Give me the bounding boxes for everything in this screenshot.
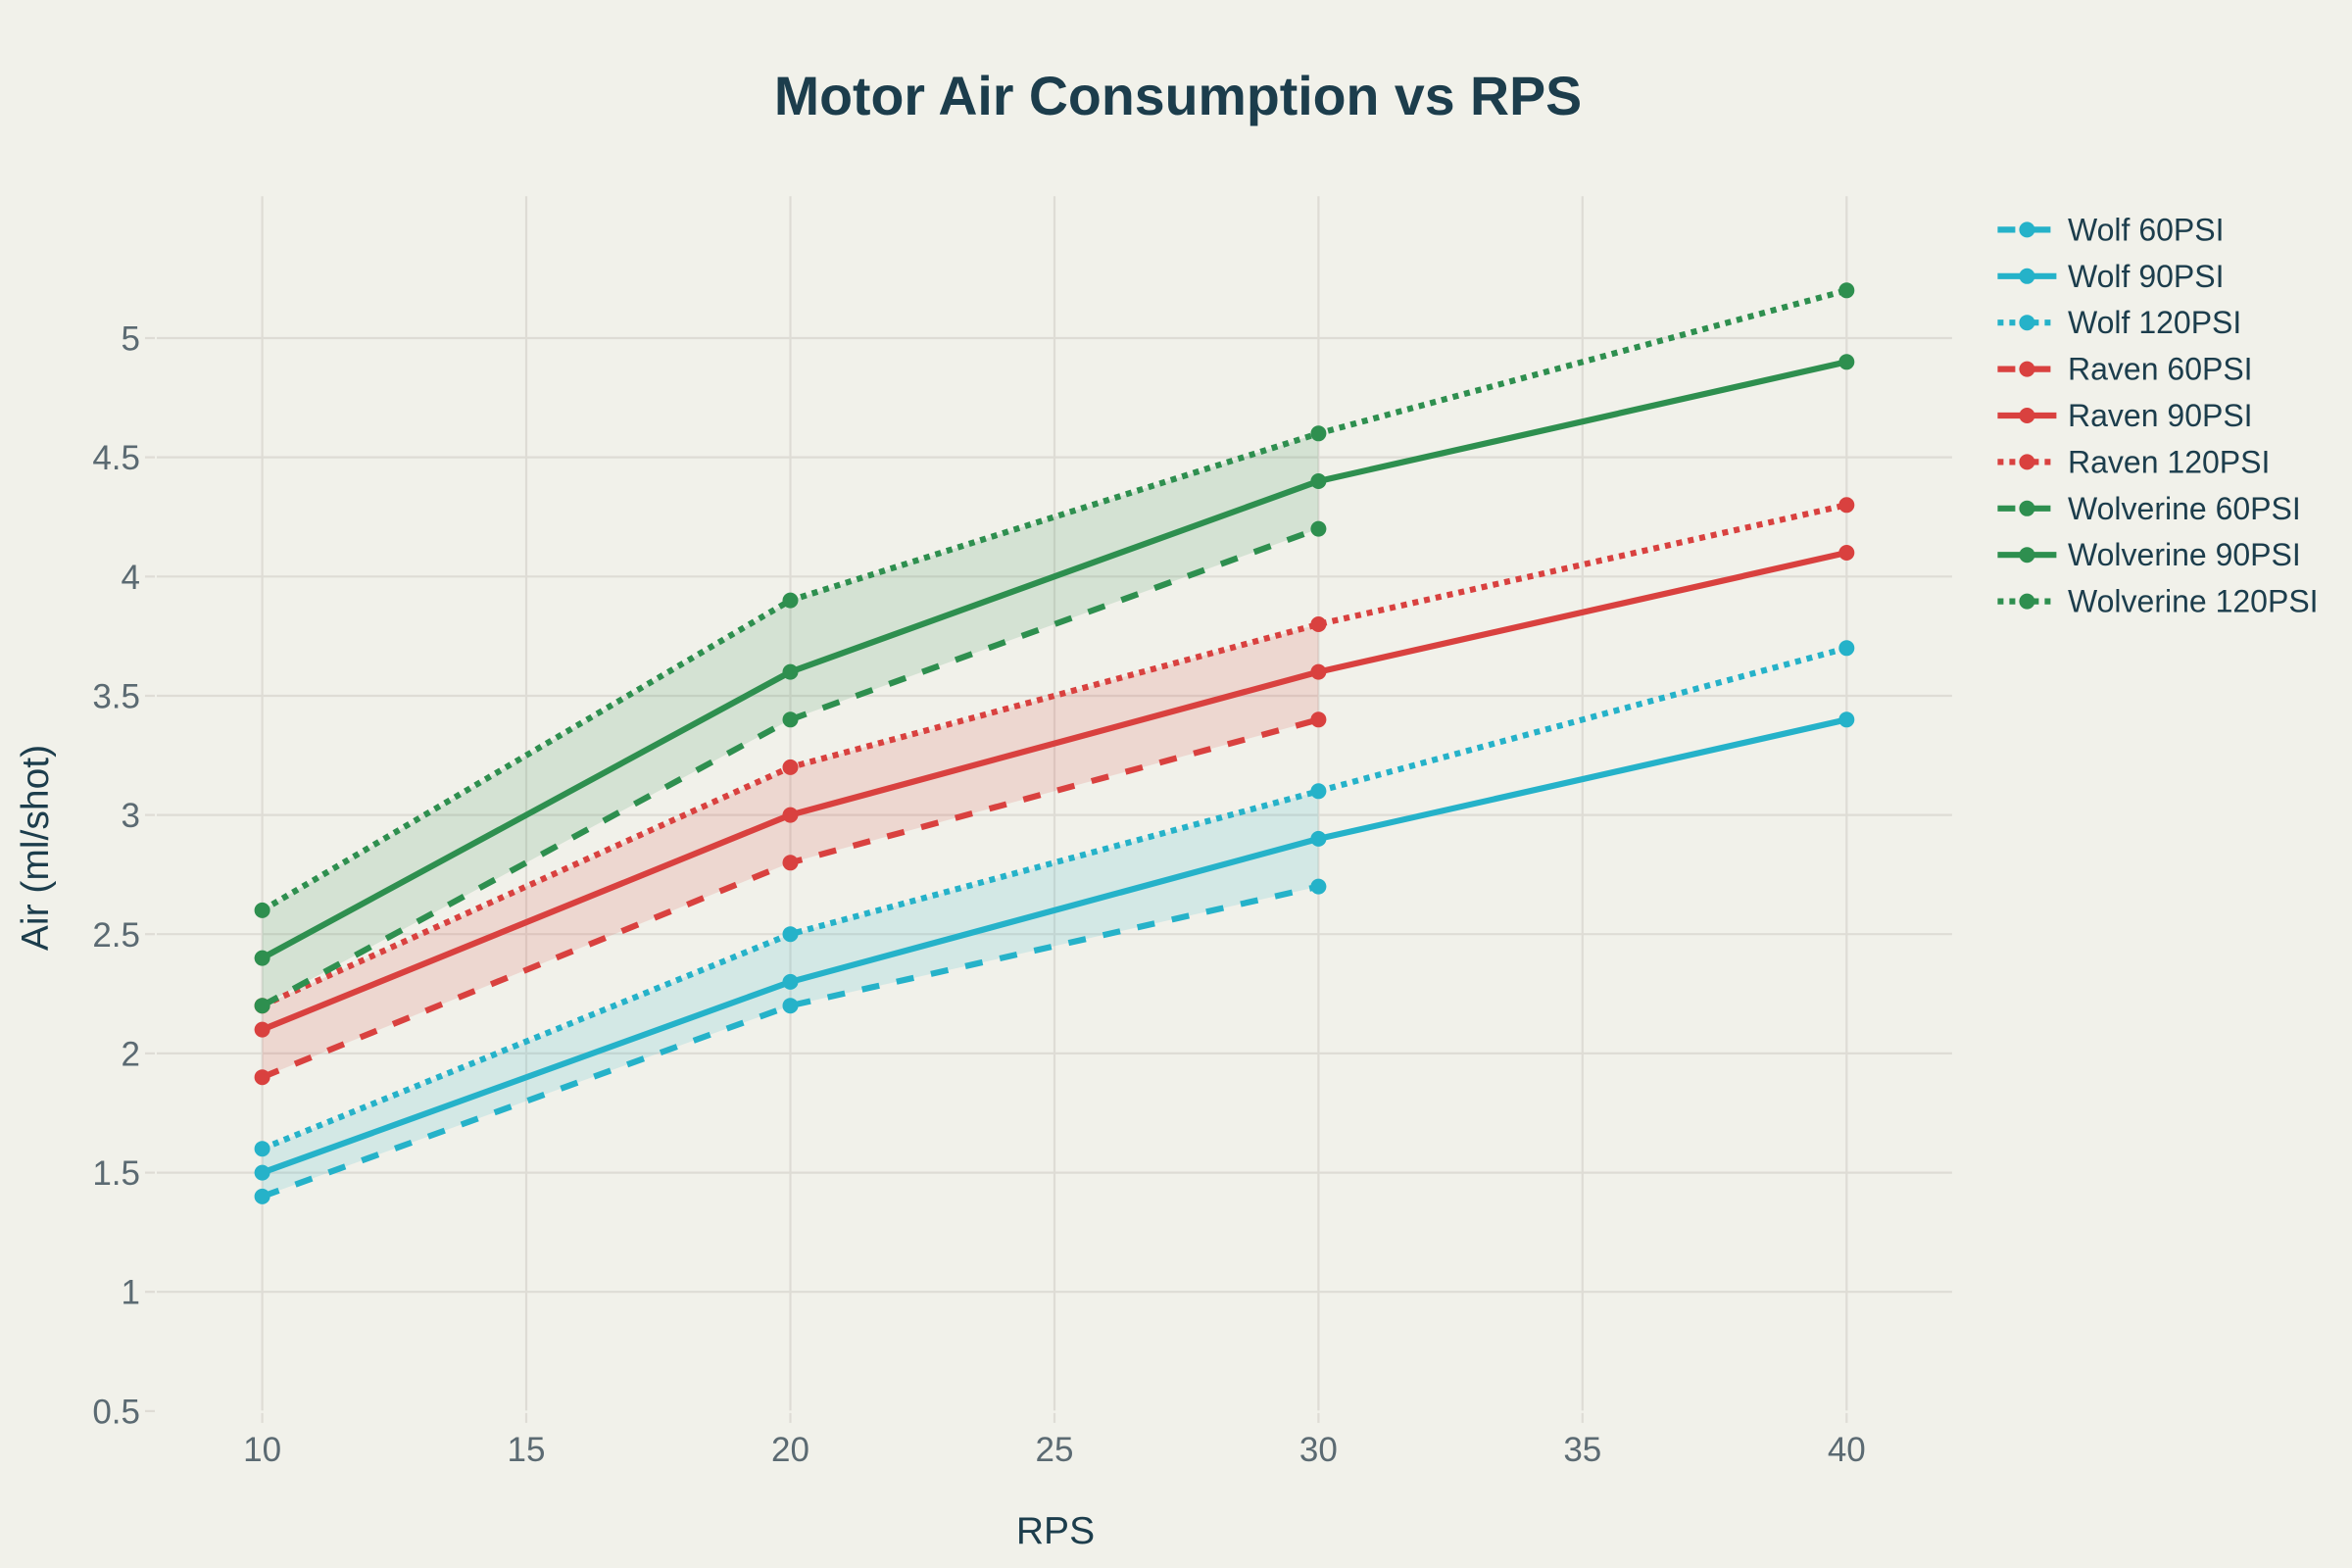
svg-text:2: 2 bbox=[122, 1035, 140, 1073]
svg-text:RPS: RPS bbox=[1016, 1510, 1095, 1552]
svg-text:20: 20 bbox=[771, 1431, 809, 1469]
svg-text:Raven 90PSI: Raven 90PSI bbox=[2068, 398, 2253, 433]
svg-text:3: 3 bbox=[122, 797, 140, 835]
svg-text:10: 10 bbox=[243, 1431, 281, 1469]
svg-text:Wolverine 60PSI: Wolverine 60PSI bbox=[2068, 491, 2301, 526]
svg-text:Raven 120PSI: Raven 120PSI bbox=[2068, 444, 2270, 479]
svg-text:2.5: 2.5 bbox=[92, 916, 140, 955]
svg-text:40: 40 bbox=[1828, 1431, 1866, 1469]
svg-text:5: 5 bbox=[122, 320, 140, 359]
svg-text:30: 30 bbox=[1299, 1431, 1338, 1469]
svg-text:Wolverine 120PSI: Wolverine 120PSI bbox=[2068, 584, 2319, 619]
svg-text:0.5: 0.5 bbox=[92, 1393, 140, 1431]
svg-text:25: 25 bbox=[1036, 1431, 1074, 1469]
svg-text:Motor Air Consumption vs RPS: Motor Air Consumption vs RPS bbox=[774, 66, 1582, 126]
svg-text:Wolf 60PSI: Wolf 60PSI bbox=[2068, 212, 2224, 247]
svg-text:35: 35 bbox=[1563, 1431, 1601, 1469]
svg-text:Wolverine 90PSI: Wolverine 90PSI bbox=[2068, 537, 2301, 572]
svg-text:4.5: 4.5 bbox=[92, 439, 140, 477]
svg-text:Raven 60PSI: Raven 60PSI bbox=[2068, 352, 2253, 387]
svg-text:3.5: 3.5 bbox=[92, 678, 140, 716]
svg-text:Wolf 90PSI: Wolf 90PSI bbox=[2068, 259, 2224, 294]
svg-text:Air (ml/shot): Air (ml/shot) bbox=[15, 745, 57, 951]
svg-text:1.5: 1.5 bbox=[92, 1154, 140, 1193]
svg-text:Wolf 120PSI: Wolf 120PSI bbox=[2068, 305, 2241, 340]
svg-text:15: 15 bbox=[508, 1431, 546, 1469]
svg-text:4: 4 bbox=[122, 559, 140, 597]
svg-text:1: 1 bbox=[122, 1274, 140, 1312]
